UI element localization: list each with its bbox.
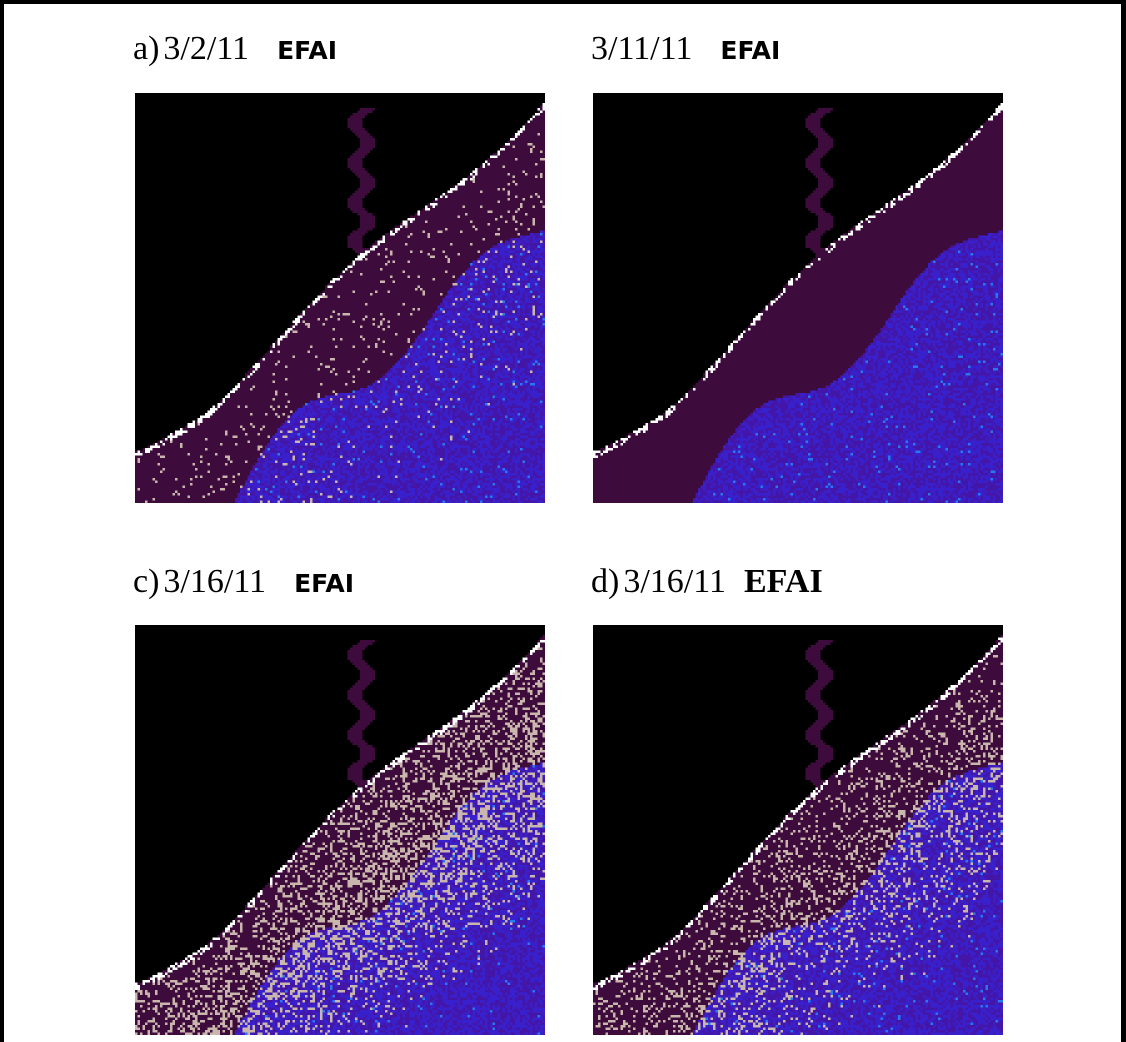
panel-d-date: 3/16/11 (623, 563, 726, 600)
panel-b-index: EFAI (720, 36, 781, 65)
panel-b-title: 3/11/11 EFAI (591, 30, 780, 68)
panel-d-satellite-image (593, 625, 1003, 1035)
panel-c-title: c) 3/16/11 EFAI (133, 563, 354, 601)
panel-a-map (135, 93, 545, 503)
panel-c-label: c) (133, 563, 160, 600)
panel-d-index: EFAI (743, 563, 823, 600)
panel-a-satellite-image (135, 93, 545, 503)
panel-d-map (593, 625, 1003, 1035)
panel-b-date: 3/11/11 (591, 30, 693, 67)
panel-c-index: EFAI (294, 569, 354, 598)
panel-b-satellite-image (593, 93, 1003, 503)
panel-a-index: EFAI (277, 36, 337, 65)
panel-c-satellite-image (135, 625, 545, 1035)
panel-c-map (135, 625, 545, 1035)
panel-d-label: d) (591, 563, 620, 600)
panel-a-date: 3/2/11 (163, 30, 250, 67)
panel-c-date: 3/16/11 (163, 563, 267, 600)
panel-a-title: a) 3/2/11 EFAI (133, 30, 337, 68)
panel-b-map (593, 93, 1003, 503)
panel-d-title: d) 3/16/11 EFAI (591, 563, 823, 601)
panel-a-label: a) (133, 30, 160, 67)
